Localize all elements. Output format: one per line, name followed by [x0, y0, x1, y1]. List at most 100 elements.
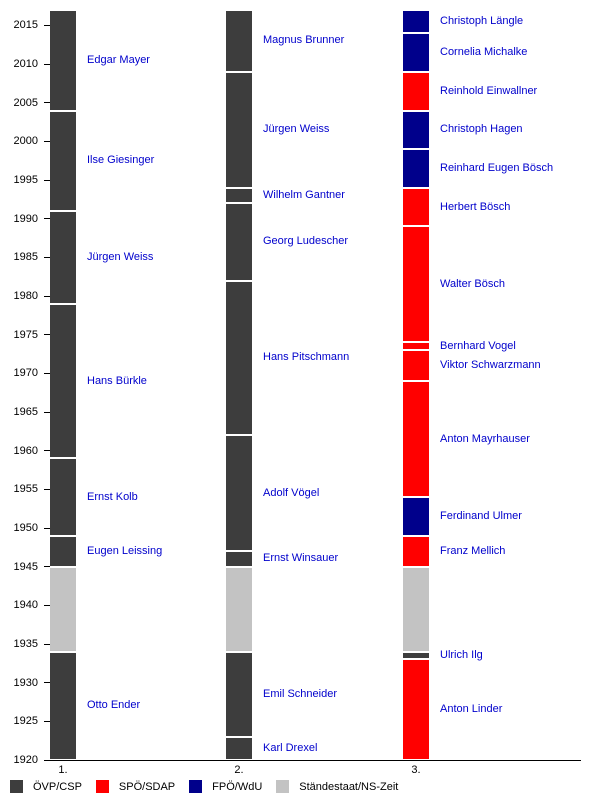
timeline-segment — [50, 459, 76, 535]
segment-name-label: Bernhard Vogel — [440, 339, 516, 352]
timeline-segment — [226, 204, 252, 280]
timeline-segment — [403, 382, 429, 497]
y-axis-tick-label: 1990 — [13, 212, 38, 225]
y-axis-tick-label: 1955 — [13, 483, 38, 496]
y-axis-tick-mark — [44, 334, 50, 336]
timeline-segment — [403, 11, 429, 33]
segment-name-label: Reinhold Einwallner — [440, 84, 538, 97]
x-axis-line — [45, 760, 581, 761]
legend-item: SPÖ/SDAP — [95, 780, 176, 793]
timeline-segment — [403, 660, 429, 759]
y-axis-tick-label: 1925 — [13, 715, 38, 728]
segment-name-label: Walter Bösch — [440, 277, 506, 290]
timeline-segment — [403, 34, 429, 71]
segment-name-label: Ernst Winsauer — [263, 552, 339, 565]
y-axis-tick-mark — [44, 179, 50, 181]
legend: ÖVP/CSP SPÖ/SDAP FPÖ/WdU Ständestaat/NS-Zei… — [10, 780, 412, 793]
y-axis-tick-label: 1940 — [13, 599, 38, 612]
segment-name-label: Herbert Bösch — [440, 200, 511, 213]
y-axis-tick-mark — [44, 604, 50, 606]
y-axis-tick-mark — [44, 643, 50, 645]
y-axis-tick-label: 2010 — [13, 58, 38, 71]
y-axis-tick-label: 2005 — [13, 96, 38, 109]
legend-swatch — [276, 780, 290, 793]
timeline-segment — [403, 567, 429, 651]
y-axis-tick-mark — [44, 63, 50, 65]
y-axis-tick-mark — [44, 256, 50, 258]
timeline-segment — [403, 227, 429, 342]
segment-name-label: Ulrich Ilg — [440, 649, 483, 662]
timeline-segment — [50, 652, 76, 759]
segment-name-label: Georg Ludescher — [263, 235, 348, 248]
timeline-segment — [50, 536, 76, 566]
segment-name-label: Eugen Leissing — [87, 544, 163, 557]
y-axis-tick-mark — [44, 411, 50, 413]
y-axis-tick-label: 1965 — [13, 406, 38, 419]
y-axis-tick-label: 1980 — [13, 290, 38, 303]
y-axis-tick-mark — [44, 372, 50, 374]
timeline-segment — [403, 72, 429, 110]
segment-name-label: Franz Mellich — [440, 544, 506, 557]
timeline-segment — [226, 72, 252, 187]
y-axis-tick-mark — [44, 527, 50, 529]
y-axis-tick-mark — [44, 450, 50, 452]
timeline-segment — [403, 498, 429, 535]
segment-name-label: Karl Drexel — [263, 741, 318, 754]
y-axis-tick-mark — [44, 566, 50, 568]
timeline-segment — [226, 652, 252, 736]
timeline-segment — [403, 343, 429, 350]
segment-name-label: Hans Pitschmann — [263, 351, 350, 364]
timeline-segment — [403, 150, 429, 187]
legend-label: FPÖ/WdU — [212, 780, 263, 793]
segment-name-label: Christoph Längle — [440, 15, 524, 28]
timeline-segment — [403, 536, 429, 566]
segment-name-label: Cornelia Michalke — [440, 46, 528, 59]
segment-name-label: Reinhard Eugen Bösch — [440, 162, 554, 174]
y-axis-tick-label: 1985 — [13, 251, 38, 264]
legend-swatch — [189, 780, 203, 793]
timeline-segment — [403, 111, 429, 149]
y-axis-tick-label: 2000 — [13, 135, 38, 148]
timeline-segment — [403, 188, 429, 226]
timeline-segment — [226, 188, 252, 203]
legend-label: Ständestaat/NS-Zeit — [299, 780, 399, 793]
timeline-segment — [226, 737, 252, 759]
timeline-segment — [226, 11, 252, 71]
timeline-segment — [226, 567, 252, 651]
x-axis-column-label: 2. — [234, 764, 244, 776]
timeline-segment — [50, 11, 76, 110]
segment-name-label: Ferdinand Ulmer — [440, 509, 522, 522]
segment-name-label: Viktor Schwarzmann — [440, 359, 541, 372]
timeline-segment — [50, 567, 76, 651]
y-axis-tick-label: 1945 — [13, 560, 38, 573]
legend-item: Ständestaat/NS-Zeit — [276, 780, 398, 793]
y-axis-tick-mark — [44, 682, 50, 684]
y-axis-tick-label: 1935 — [13, 638, 38, 651]
timeline-segment — [50, 212, 76, 303]
segment-name-label: Jürgen Weiss — [263, 123, 330, 136]
y-axis-tick-mark — [44, 720, 50, 722]
segment-name-label: Anton Linder — [440, 703, 503, 716]
y-axis-tick-label: 1975 — [13, 328, 38, 341]
timeline-segment — [403, 351, 429, 381]
segment-name-label: Anton Mayrhauser — [440, 432, 530, 445]
legend-label: SPÖ/SDAP — [118, 780, 176, 793]
timeline-segment — [403, 652, 429, 659]
legend-item: FPÖ/WdU — [189, 780, 262, 793]
timeline-segment — [50, 304, 76, 458]
legend-swatch — [10, 780, 23, 793]
segment-name-label: Ilse Giesinger — [87, 154, 155, 167]
segment-name-label: Ernst Kolb — [87, 490, 138, 503]
y-axis-tick-label: 1950 — [13, 522, 38, 535]
y-axis-tick-label: 1960 — [13, 444, 38, 457]
segment-name-label: Hans Bürkle — [87, 374, 147, 387]
segment-name-label: Edgar Mayer — [87, 53, 150, 66]
y-axis-tick-label: 1995 — [13, 174, 38, 187]
timeline-segment — [50, 111, 76, 210]
y-axis-tick-label: 1970 — [13, 367, 38, 380]
y-axis-tick-label: 1930 — [13, 676, 38, 689]
timeline-segment — [226, 281, 252, 435]
y-axis-tick-mark — [44, 488, 50, 490]
y-axis-tick-mark — [44, 218, 50, 220]
